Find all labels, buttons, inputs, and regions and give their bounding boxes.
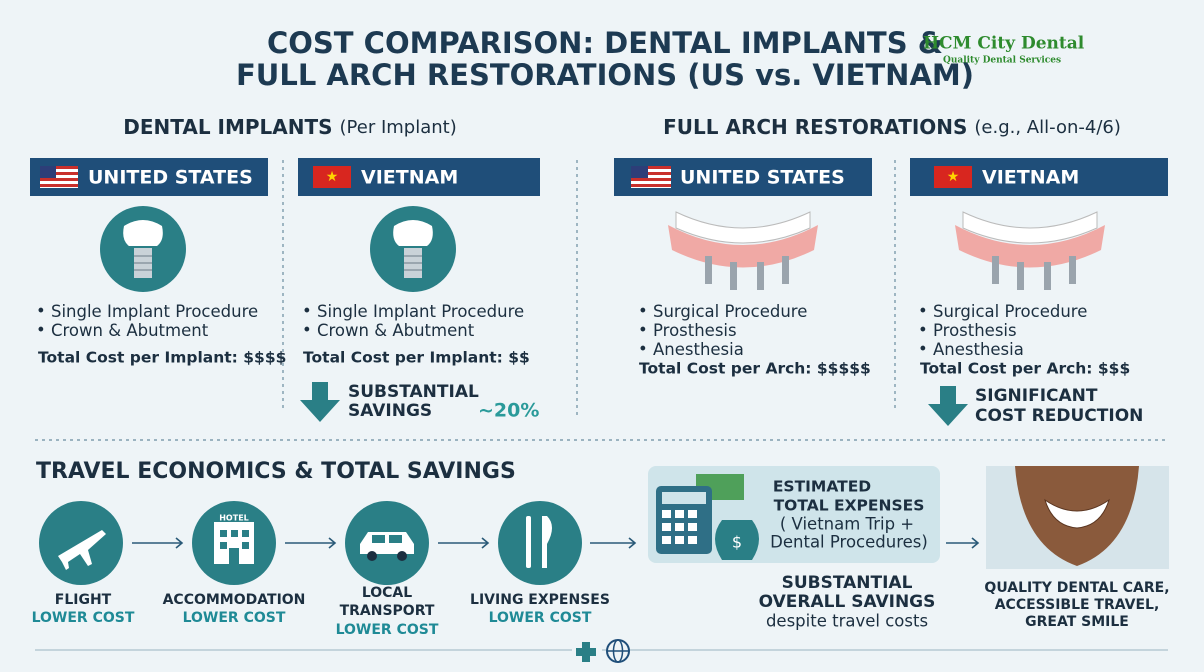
bullet-text: Crown & Abutment [51, 321, 209, 340]
step-label: LIVING EXPENSES [470, 592, 610, 608]
logo-name: HCM City Dental [923, 34, 1085, 54]
heading-main: FULL ARCH RESTORATIONS [663, 115, 967, 139]
bullet: • Single Implant Procedure [302, 302, 524, 321]
step-note: LOWER COST [336, 622, 439, 638]
bullet-text: Anesthesia [653, 340, 744, 359]
hotel-sign: HOTEL [219, 514, 249, 523]
section-heading: DENTAL IMPLANTS (Per Implant) [123, 115, 457, 139]
smile-image [986, 466, 1169, 569]
step-note: LOWER COST [32, 610, 135, 626]
bullet: • Anesthesia [918, 340, 1024, 359]
total: Total Cost per Arch: $$$ [920, 360, 1130, 378]
banner: UNITED STATES [30, 158, 268, 196]
title-line: COST COMPARISON: DENTAL IMPLANTS & [267, 26, 943, 60]
bullet-text: Prosthesis [933, 321, 1017, 340]
savings: SUBSTANTIAL [348, 382, 479, 402]
bullet-text: Anesthesia [933, 340, 1024, 359]
down-arrow [300, 382, 340, 422]
bullet: • Surgical Procedure [638, 302, 807, 321]
us-flag [631, 166, 671, 188]
step-note: LOWER COST [183, 610, 286, 626]
expense-text: ESTIMATED [773, 478, 871, 496]
bullet-text: Surgical Procedure [933, 302, 1087, 321]
country: VIETNAM [982, 167, 1079, 189]
step-label: ACCOMMODATION [163, 592, 306, 608]
bullet-list: • Single Implant Procedure • Crown & Abu… [36, 302, 286, 367]
savings-percent: ~20% [478, 400, 539, 422]
bullet-text: Surgical Procedure [653, 302, 807, 321]
total: Total Cost per Implant: $$ [303, 349, 530, 367]
bullet-text: Prosthesis [653, 321, 737, 340]
bullet-text: Single Implant Procedure [317, 302, 524, 321]
heading-note: (e.g., All-on-4/6) [974, 117, 1120, 138]
result-text: QUALITY DENTAL CARE, [984, 580, 1169, 596]
step-icon: HOTEL [192, 501, 276, 585]
overall-note: despite travel costs [766, 612, 928, 631]
total: Total Cost per Arch: $$$$$ [639, 360, 871, 378]
overall-savings: SUBSTANTIAL [782, 573, 913, 593]
expense-text: Dental Procedures) [770, 533, 928, 552]
step-label: FLIGHT [55, 592, 112, 608]
bullet: • Single Implant Procedure [36, 302, 258, 321]
flag-star: ★ [947, 169, 960, 185]
logo-tagline: Quality Dental Services [943, 56, 1061, 66]
footer-icons [572, 638, 630, 663]
down-arrow [928, 386, 968, 426]
country: UNITED STATES [88, 167, 253, 189]
banner: UNITED STATES [614, 158, 872, 196]
bullet: • Crown & Abutment [36, 321, 209, 340]
calculator-icon: $ [656, 474, 759, 560]
country: VIETNAM [361, 167, 458, 189]
denture-icon [955, 211, 1105, 290]
vn-flag [313, 166, 351, 188]
step-icon [498, 501, 582, 585]
bullet-text: Single Implant Procedure [51, 302, 258, 321]
bullet: • Anesthesia [638, 340, 744, 359]
step-label: LOCAL [362, 585, 412, 601]
implant-icon [100, 206, 186, 292]
total: Total Cost per Implant: $$$$ [38, 349, 286, 367]
flag-star: ★ [326, 169, 339, 185]
flow-arrows [132, 537, 980, 549]
vn-flag [934, 166, 972, 188]
travel-heading: TRAVEL ECONOMICS & TOTAL SAVINGS [36, 459, 516, 484]
implant-icon [370, 206, 456, 292]
country: UNITED STATES [680, 167, 845, 189]
heading-note: (Per Implant) [340, 117, 457, 138]
result-text: GREAT SMILE [1025, 614, 1129, 630]
bullet-list: • Surgical Procedure • Prosthesis • Anes… [638, 302, 871, 378]
step-note: LOWER COST [489, 610, 592, 626]
expense-text: ( Vietnam Trip + [780, 515, 914, 534]
savings: COST REDUCTION [975, 406, 1143, 426]
bullet-list: • Surgical Procedure • Prosthesis • Anes… [918, 302, 1130, 378]
section-heading: FULL ARCH RESTORATIONS (e.g., All-on-4/6… [663, 115, 1121, 139]
expense-text: TOTAL EXPENSES [774, 497, 925, 515]
heading-main: DENTAL IMPLANTS [123, 115, 332, 139]
title-line: FULL ARCH RESTORATIONS (US vs. VIETNAM) [236, 58, 974, 92]
banner: ★ VIETNAM [910, 158, 1168, 196]
bullet-text: Crown & Abutment [317, 321, 475, 340]
bullet: • Crown & Abutment [302, 321, 475, 340]
bullet-list: • Single Implant Procedure • Crown & Abu… [302, 302, 530, 367]
step-label: TRANSPORT [340, 603, 435, 619]
us-flag [40, 166, 78, 188]
step-icon [39, 501, 123, 585]
bullet: • Prosthesis [918, 321, 1017, 340]
result-text: ACCESSIBLE TRAVEL, [995, 597, 1160, 613]
dollar-sign: $ [732, 533, 742, 552]
overall-savings: OVERALL SAVINGS [759, 592, 936, 612]
banner: ★ VIETNAM [298, 158, 540, 196]
denture-icon [668, 211, 818, 290]
bullet: • Surgical Procedure [918, 302, 1087, 321]
savings: SAVINGS [348, 401, 432, 421]
step-icon [345, 501, 429, 585]
savings: SIGNIFICANT [975, 386, 1098, 406]
bullet: • Prosthesis [638, 321, 737, 340]
